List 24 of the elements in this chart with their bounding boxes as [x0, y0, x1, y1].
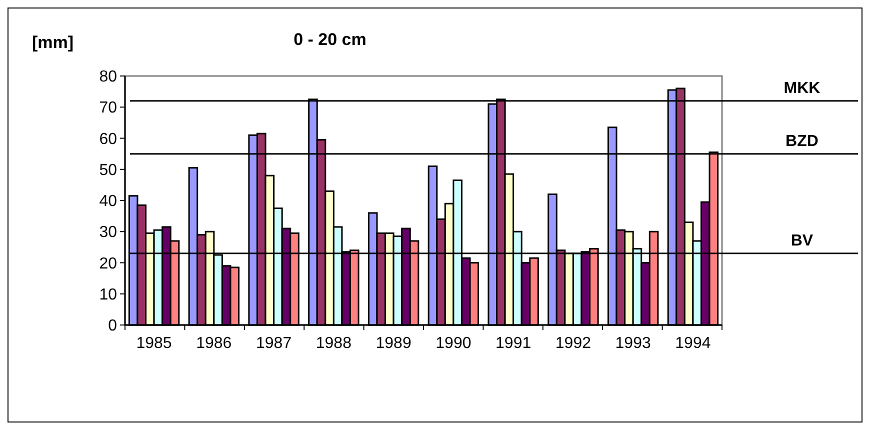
x-tick-label: 1989: [376, 335, 412, 352]
y-tick-label: 70: [99, 100, 118, 117]
y-tick-label: 40: [99, 193, 118, 210]
x-tick-label: 1992: [555, 335, 592, 352]
x-tick-label: 1994: [675, 335, 711, 352]
x-tick-label: 1986: [196, 335, 232, 352]
y-tick-label: 50: [99, 162, 118, 179]
y-tick-label: 10: [99, 286, 118, 304]
ref-line-label: BZD: [786, 132, 818, 150]
y-tick-label: 80: [99, 68, 118, 86]
x-tick-label: 1985: [136, 335, 172, 352]
x-tick-label: 1990: [436, 335, 472, 352]
x-tick-label: 1993: [615, 335, 651, 352]
x-tick-label: 1991: [496, 335, 532, 352]
y-tick-label: 0: [108, 318, 118, 335]
y-tick-label: 30: [99, 224, 118, 242]
x-tick-label: 1987: [256, 335, 292, 352]
y-axis-title: [mm]: [32, 33, 74, 52]
ref-line-label: MKK: [784, 80, 821, 97]
y-tick-label: 20: [99, 255, 118, 272]
chart-title: 0 - 20 cm: [294, 30, 366, 49]
x-tick-label: 1988: [316, 335, 352, 352]
ref-line-label: BV: [790, 232, 814, 250]
y-tick-label: 60: [99, 130, 118, 148]
